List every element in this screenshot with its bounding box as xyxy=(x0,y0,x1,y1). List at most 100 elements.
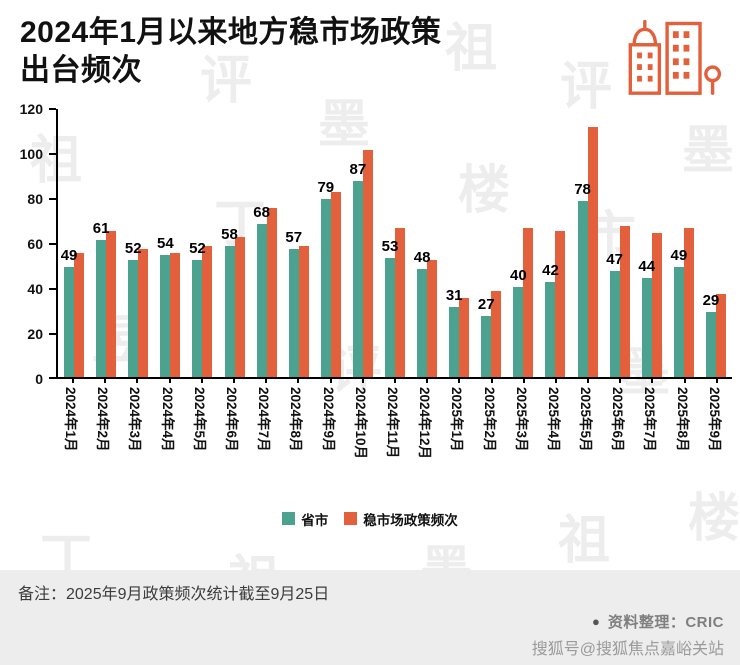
bar-provinces xyxy=(609,271,620,377)
bar-provinces xyxy=(449,307,460,377)
x-tick-label: 2024年12月 xyxy=(417,386,433,459)
y-tick-mark xyxy=(49,197,56,200)
bar-chart: 0 20 40 60 80 100 120 49 61 52 54 52 58 68 57 79 87 53 48… xyxy=(0,101,732,495)
bar-policy-frequency xyxy=(491,291,502,377)
y-tick-mark xyxy=(49,242,56,245)
footer: 备注：2025年9月政策频次统计截至9月25日 ● 资料整理：CRIC 搜狐号@… xyxy=(0,570,740,665)
x-tick-label: 2024年9月 xyxy=(320,386,336,452)
x-tick-cell: 2024年2月 xyxy=(88,378,120,495)
x-tick-label: 2025年9月 xyxy=(706,386,722,452)
bar-group: 29 xyxy=(700,109,732,377)
x-tick-cell: 2025年1月 xyxy=(442,378,474,495)
bar-policy-frequency xyxy=(459,298,470,377)
x-tick-cell: 2024年10月 xyxy=(346,378,378,495)
x-tick-cell: 2025年2月 xyxy=(474,378,506,495)
source-row: ● 资料整理：CRIC xyxy=(18,611,724,632)
x-tick-cell: 2025年8月 xyxy=(668,378,700,495)
y-tick-label: 0 xyxy=(35,370,43,387)
bar-value-label: 42 xyxy=(542,262,559,280)
legend-label-provinces: 省市 xyxy=(301,512,329,528)
sohu-watermark: 搜狐号@搜狐焦点嘉峪关站 xyxy=(531,641,724,658)
bar-provinces xyxy=(64,266,75,377)
bar-value-label: 54 xyxy=(156,235,174,253)
bar-value-label: 87 xyxy=(349,161,367,179)
x-tick-label: 2025年3月 xyxy=(513,386,529,452)
bar-policy-frequency xyxy=(651,232,662,377)
y-tick-label: 20 xyxy=(27,325,43,342)
bar-value-label: 29 xyxy=(702,291,720,309)
y-tick-mark xyxy=(49,332,56,335)
x-tick-cell: 2025年4月 xyxy=(539,378,571,495)
bar-policy-frequency xyxy=(523,228,534,377)
y-tick-label: 60 xyxy=(27,235,43,252)
data-source: 资料整理：CRIC xyxy=(607,614,724,631)
bar-group: 31 xyxy=(443,109,475,377)
bar-group: 48 xyxy=(411,109,443,377)
bar-value-label: 61 xyxy=(92,219,110,237)
bar-group: 52 xyxy=(186,109,218,377)
y-tick-label: 40 xyxy=(27,280,43,297)
bar-provinces xyxy=(352,181,363,377)
x-tick-cell: 2024年11月 xyxy=(378,378,410,495)
bar-policy-frequency xyxy=(555,230,566,377)
bar-value-label: 47 xyxy=(606,251,623,269)
bar-value-label: 27 xyxy=(477,296,495,314)
bar-group: 52 xyxy=(122,109,154,377)
bar-value-label: 57 xyxy=(285,228,303,246)
bar-value-label: 49 xyxy=(670,246,688,264)
bar-policy-frequency xyxy=(587,127,598,377)
bar-provinces xyxy=(96,239,107,377)
bar-policy-frequency xyxy=(138,248,149,377)
x-tick-label: 2024年4月 xyxy=(159,386,175,452)
x-tick-cell: 2024年3月 xyxy=(120,378,152,495)
bar-value-label: 44 xyxy=(638,257,656,275)
bar-provinces xyxy=(545,282,556,377)
bar-group: 61 xyxy=(90,109,122,377)
bar-provinces xyxy=(673,266,684,377)
x-tick-label: 2025年6月 xyxy=(610,386,626,452)
bar-value-label: 58 xyxy=(221,226,238,244)
x-tick-cell: 2024年4月 xyxy=(153,378,185,495)
bar-value-label: 31 xyxy=(445,287,463,305)
legend-item-policy-frequency: 稳市场政策频次 xyxy=(344,509,458,529)
bar-group: 27 xyxy=(475,109,507,377)
y-tick-label: 120 xyxy=(19,100,43,117)
bar-group: 58 xyxy=(218,109,250,377)
legend-label-policy-frequency: 稳市场政策频次 xyxy=(363,512,458,528)
bar-policy-frequency xyxy=(683,228,694,377)
x-tick-cell: 2024年7月 xyxy=(249,378,281,495)
bar-provinces xyxy=(256,223,267,377)
bar-group: 42 xyxy=(539,109,571,377)
buildings-icon xyxy=(628,19,722,95)
bar-group: 49 xyxy=(668,109,700,377)
bar-provinces xyxy=(288,248,299,377)
bar-provinces xyxy=(577,201,588,377)
y-tick-mark xyxy=(49,107,56,110)
bar-policy-frequency xyxy=(427,259,438,377)
legend-swatch-teal xyxy=(282,512,296,526)
bar-group: 53 xyxy=(379,109,411,377)
y-tick-mark xyxy=(49,152,56,155)
bar-policy-frequency xyxy=(394,228,405,377)
x-tick-label: 2024年8月 xyxy=(288,386,304,452)
y-tick-mark xyxy=(49,376,56,379)
bar-group: 44 xyxy=(636,109,668,377)
bar-policy-frequency xyxy=(234,237,245,377)
bar-policy-frequency xyxy=(106,230,117,377)
x-tick-label: 2025年2月 xyxy=(481,386,497,452)
bar-provinces xyxy=(128,259,139,377)
bar-provinces xyxy=(641,277,652,377)
y-tick-mark xyxy=(49,287,56,290)
x-tick-cell: 2024年6月 xyxy=(217,378,249,495)
x-tick-cell: 2024年8月 xyxy=(281,378,313,495)
x-tick-label: 2024年5月 xyxy=(191,386,207,452)
bar-group: 49 xyxy=(58,109,90,377)
bar-policy-frequency xyxy=(330,192,341,377)
x-tick-label: 2024年11月 xyxy=(384,386,400,459)
bar-provinces xyxy=(513,286,524,377)
header: 2024年1月以来地方稳市场政策 出台频次 xyxy=(0,0,740,95)
x-tick-label: 2024年3月 xyxy=(127,386,143,452)
bar-provinces xyxy=(705,311,716,377)
bar-provinces xyxy=(192,259,203,377)
